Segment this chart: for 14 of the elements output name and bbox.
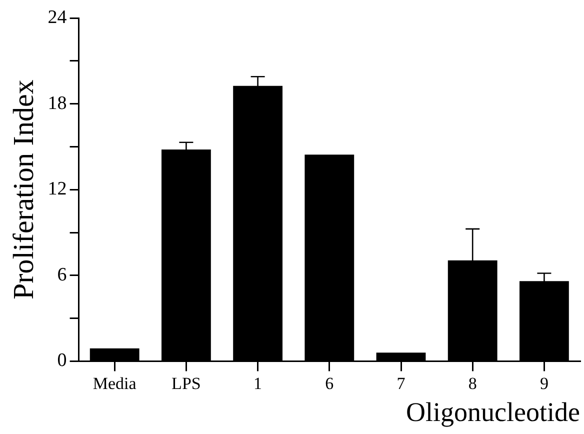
- x-axis-title: Oligonucleotide: [406, 396, 580, 427]
- x-tick-label: 1: [254, 374, 262, 393]
- x-tick-label: 7: [396, 374, 406, 393]
- y-tick-label: 24: [48, 6, 68, 28]
- y-tick-label: 12: [48, 178, 67, 200]
- y-tick-label: 0: [57, 350, 67, 372]
- x-tick-label: 6: [325, 374, 334, 393]
- x-tick-label: Media: [92, 374, 137, 393]
- y-tick-label: 18: [48, 92, 67, 114]
- x-tick-label: LPS: [172, 374, 201, 393]
- x-tick-label: 9: [540, 374, 548, 393]
- y-tick-label: 6: [57, 264, 67, 286]
- y-axis-title: Proliferation Index: [8, 79, 40, 300]
- x-tick-label: 8: [468, 374, 477, 393]
